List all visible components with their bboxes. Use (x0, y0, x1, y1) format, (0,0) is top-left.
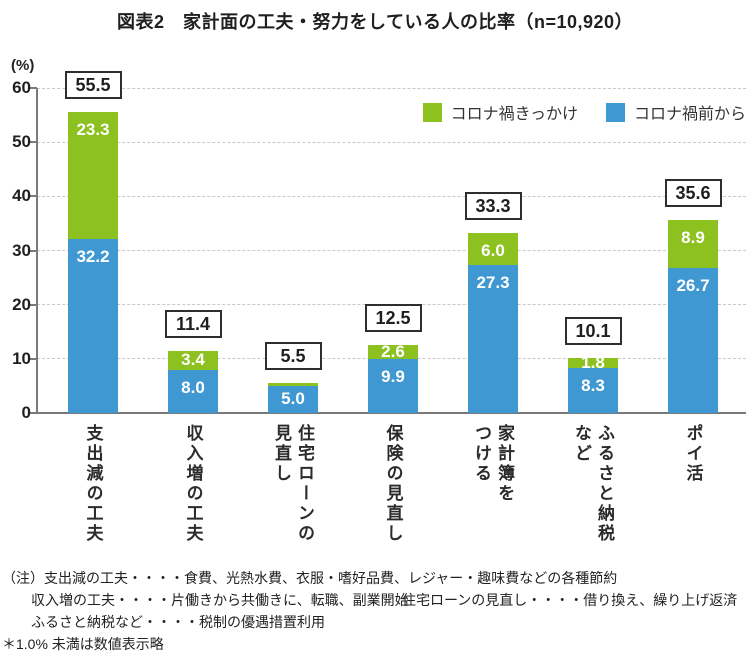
bar-4-label-pre-covid: 27.3 (476, 273, 510, 293)
y-tick-label-30: 30 (12, 240, 31, 260)
category-label-2: 住宅ローンの 見直し (272, 424, 314, 544)
y-tick-60 (30, 87, 37, 89)
note-line-3: ふるさと納税など・・・・税制の優遇措置利用 (31, 614, 325, 630)
bar-2-label-pre-covid: 5.0 (281, 389, 305, 409)
y-axis-unit-label: (%) (11, 57, 35, 74)
y-tick-30 (30, 249, 37, 252)
bar-0-label-pre-covid: 32.2 (76, 246, 110, 266)
bar-5-segment-covid-trigger (568, 358, 618, 369)
y-axis-line (36, 88, 38, 413)
legend-swatch-blue-icon (605, 102, 625, 122)
y-tick-50 (30, 141, 37, 144)
bar-6-segment-pre-covid (668, 268, 718, 413)
chart-title: 図表2 家計面の工夫・努力をしている人の比率（n=10,920） (116, 12, 634, 32)
y-tick-label-40: 40 (12, 186, 31, 206)
bar-4-segment-covid-trigger (468, 232, 518, 266)
legend-swatch-green-icon (422, 102, 442, 122)
legend-item-pre-covid: コロナ禍前から (605, 100, 746, 124)
bar-0-segment-covid-trigger (68, 112, 118, 239)
bar-3-label-pre-covid: 9.9 (381, 367, 405, 387)
y-tick-label-0: 0 (21, 403, 31, 422)
category-label-1: 収入増の工夫 (183, 424, 203, 544)
bar-4-segment-pre-covid (468, 265, 518, 413)
category-label-4: 家計簿を つける (472, 424, 514, 504)
x-axis-line (36, 412, 746, 414)
bar-6-segment-covid-trigger (668, 220, 718, 269)
y-tick-label-50: 50 (12, 132, 31, 152)
bar-5-segment-pre-covid (568, 368, 618, 413)
bar-2-segment-pre-covid (268, 385, 318, 413)
notes: （注）支出減の工夫・・・・食費、光熱水費、衣服・嗜好品費、レジャー・趣味費などの… (2, 567, 748, 655)
note-line-2b: 住宅ローンの見直し・・・・借り換え、繰り上げ返済 (402, 592, 738, 608)
y-tick-0 (30, 412, 37, 414)
bar-5-total-box: 10.1 (564, 317, 622, 346)
bar-0-label-covid-trigger: 23.3 (76, 120, 110, 140)
bar-0-segment-pre-covid (68, 238, 118, 413)
bar-3-label-covid-trigger: 2.6 (381, 342, 405, 362)
category-label-6: ポイ活 (683, 424, 703, 484)
gridline-60 (37, 87, 746, 89)
gridline-40 (37, 195, 746, 197)
bar-3-segment-pre-covid (368, 359, 418, 413)
legend-item-covid-trigger: コロナ禍きっかけ (422, 100, 578, 124)
note-line-1: （注）支出減の工夫・・・・食費、光熱水費、衣服・嗜好品費、レジャー・趣味費などの… (2, 570, 618, 586)
note-line-2: 収入増の工夫・・・・片働きから共働きに、転職、副業開始住宅ローンの見直し・・・・… (2, 589, 748, 611)
gridline-30 (37, 250, 746, 251)
bar-6-label-pre-covid: 26.7 (676, 276, 710, 296)
bar-6-total-box: 35.6 (664, 179, 722, 208)
bar-3-segment-covid-trigger (368, 345, 418, 360)
legend: コロナ禍きっかけ コロナ禍前から (422, 100, 746, 124)
y-tick-40 (30, 195, 37, 198)
y-tick-10 (30, 357, 37, 360)
note-line-2a: 収入増の工夫・・・・片働きから共働きに、転職、副業開始 (31, 592, 409, 608)
bar-5-label-pre-covid: 8.3 (581, 376, 605, 396)
bar-1-total-box: 11.4 (164, 310, 222, 339)
legend-label-covid-trigger: コロナ禍きっかけ (450, 106, 578, 123)
bar-1-segment-covid-trigger (168, 351, 218, 370)
bar-1-label-pre-covid: 8.0 (181, 377, 205, 397)
legend-label-pre-covid: コロナ禍前から (633, 106, 746, 123)
gridline-50 (37, 141, 746, 143)
bar-0-total-box: 55.5 (64, 71, 122, 100)
bar-2-segment-covid-trigger (268, 383, 318, 386)
y-tick-label-20: 20 (12, 294, 31, 314)
y-tick-20 (30, 303, 37, 306)
note-line-4-asterisk: ＊1.0% 未満は数値表示略 (2, 636, 164, 652)
category-label-0: 支出減の工夫 (83, 424, 103, 544)
bar-1-label-covid-trigger: 3.4 (181, 350, 205, 370)
bar-5-label-covid-trigger: 1.8 (581, 353, 605, 373)
category-label-5: ふるさと納税 など (572, 424, 614, 544)
category-label-3: 保険の見直し (383, 424, 403, 544)
bar-1-segment-pre-covid (168, 369, 218, 413)
y-tick-label-10: 10 (12, 348, 31, 368)
bar-3-total-box: 12.5 (364, 304, 422, 333)
y-tick-label-60: 60 (12, 78, 31, 97)
bar-2-total-box: 5.5 (264, 342, 322, 371)
bar-4-total-box: 33.3 (464, 191, 522, 220)
bar-4-label-covid-trigger: 6.0 (481, 240, 505, 260)
bar-6-label-covid-trigger: 8.9 (681, 228, 705, 248)
